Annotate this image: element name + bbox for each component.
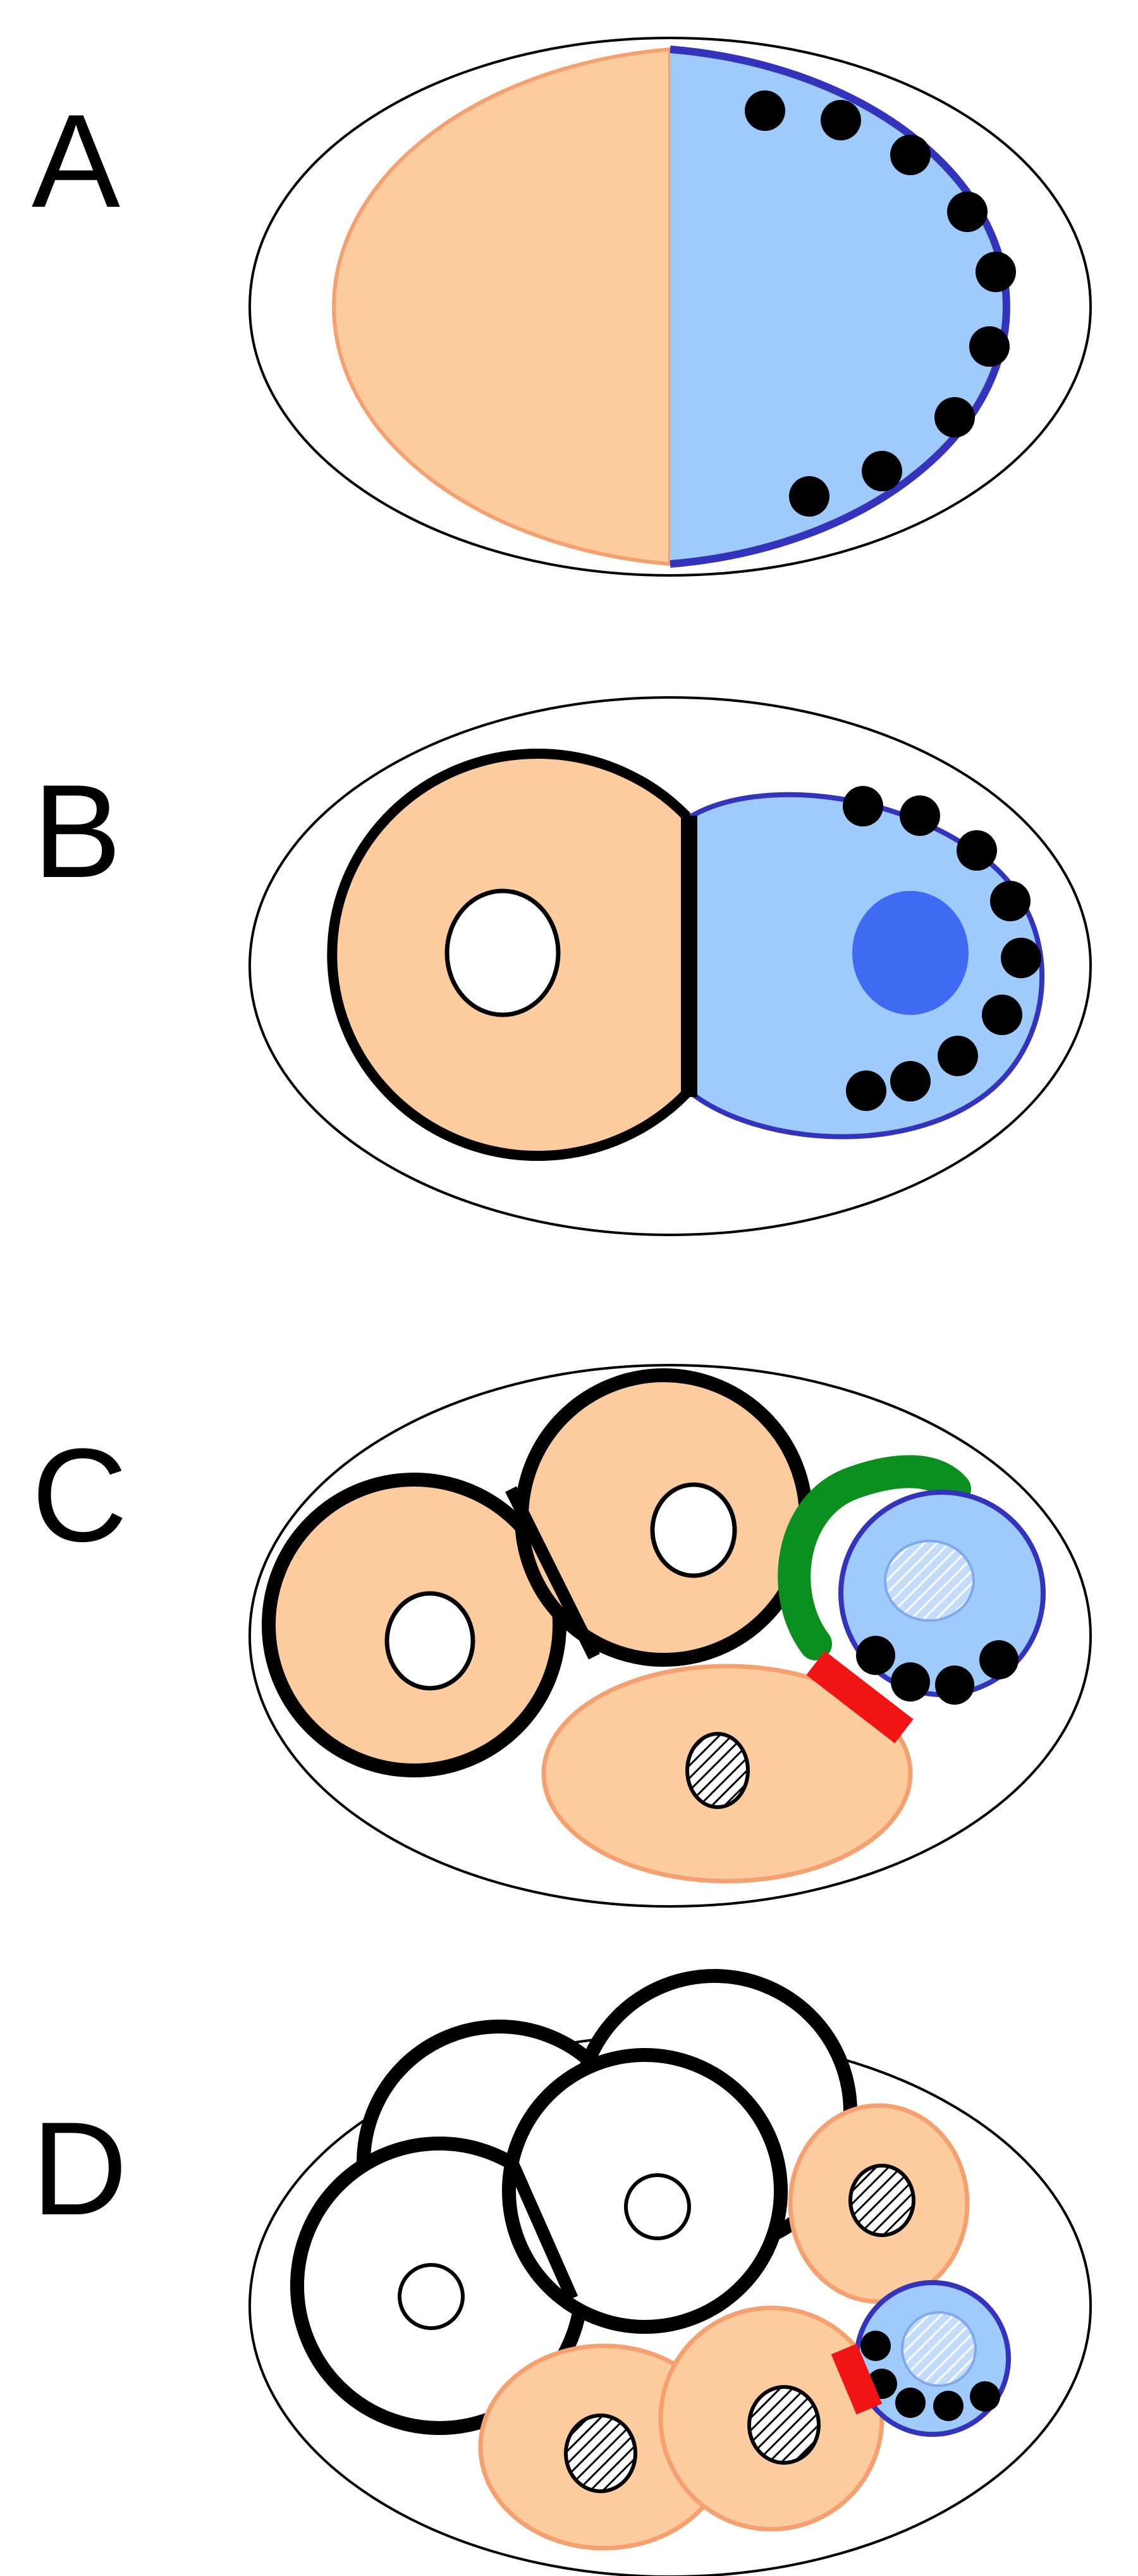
eggshell-outline — [248, 37, 1092, 577]
hatched-nucleus — [884, 1540, 975, 1622]
open-nucleus — [398, 2263, 465, 2330]
panel-label-b: B — [33, 757, 122, 905]
cell-contact-bar — [831, 2343, 883, 2415]
p-granule-dot — [846, 1070, 886, 1111]
p-granule-dot — [935, 1665, 974, 1705]
hatched-nucleus — [747, 2385, 821, 2465]
p1-nucleus — [852, 891, 969, 1015]
hatched-nucleus — [564, 2413, 637, 2493]
p-granule-cluster — [856, 1636, 1019, 1705]
anterior-cytoplasm — [332, 47, 672, 567]
p-granule-dot — [789, 476, 829, 517]
panel-label-d: D — [32, 2094, 128, 2243]
cell-contact-bar — [806, 1650, 914, 1744]
p-granule-dot — [745, 90, 785, 131]
p-granule-dot — [1001, 938, 1041, 978]
p-granule-cluster — [843, 786, 1041, 1111]
open-nucleus — [384, 1591, 475, 1691]
p-granule-dot — [970, 2381, 1000, 2412]
posterior-cortex — [670, 46, 1010, 568]
p-granule-dot — [982, 995, 1022, 1035]
p-granule-dot — [890, 135, 931, 175]
panel-label-c: C — [32, 1421, 128, 1569]
p-granule-dot — [821, 100, 861, 140]
open-nucleus — [444, 888, 561, 1017]
cell-boundary — [506, 2159, 578, 2302]
p-granule-dot — [990, 881, 1031, 921]
hatched-nucleus — [848, 2164, 915, 2237]
p-granule-dot — [860, 2331, 891, 2361]
p-granule-dot — [900, 795, 940, 836]
hatched-nucleus — [685, 1732, 750, 1809]
p-granule-cluster — [745, 90, 1016, 517]
p-granule-dot — [895, 2388, 926, 2418]
panel-a — [248, 37, 1092, 577]
panel-d — [248, 1969, 1092, 2576]
p-granule-dot — [891, 1662, 930, 1702]
p-granule-dot — [979, 1640, 1019, 1679]
panel-c — [248, 1364, 1092, 1908]
p-granule-dot — [947, 192, 988, 232]
hatched-nucleus — [901, 2311, 977, 2387]
green-cap — [778, 1455, 971, 1660]
open-nucleus — [650, 1482, 737, 1578]
p-granule-dot — [856, 1636, 895, 1675]
p-granule-dot — [969, 326, 1010, 367]
p-granule-dot — [938, 1036, 978, 1076]
panel-label-a: A — [32, 87, 121, 235]
p-granule-dot — [890, 1061, 931, 1101]
panel-b — [248, 696, 1092, 1236]
cell-boundary — [505, 1486, 600, 1660]
p-granule-dot — [976, 252, 1016, 292]
open-nucleus — [624, 2173, 691, 2240]
p-granule-dot — [843, 786, 883, 826]
posterior-cytoplasm — [670, 49, 1006, 564]
p-granule-dot — [933, 2391, 964, 2421]
eggshell-outline — [248, 696, 1092, 1236]
eggshell-outline — [248, 1364, 1092, 1908]
p-granule-dot — [934, 397, 975, 438]
p-granule-cluster — [860, 2331, 1000, 2421]
p-granule-dot — [862, 451, 902, 491]
p-granule-dot — [957, 830, 997, 871]
